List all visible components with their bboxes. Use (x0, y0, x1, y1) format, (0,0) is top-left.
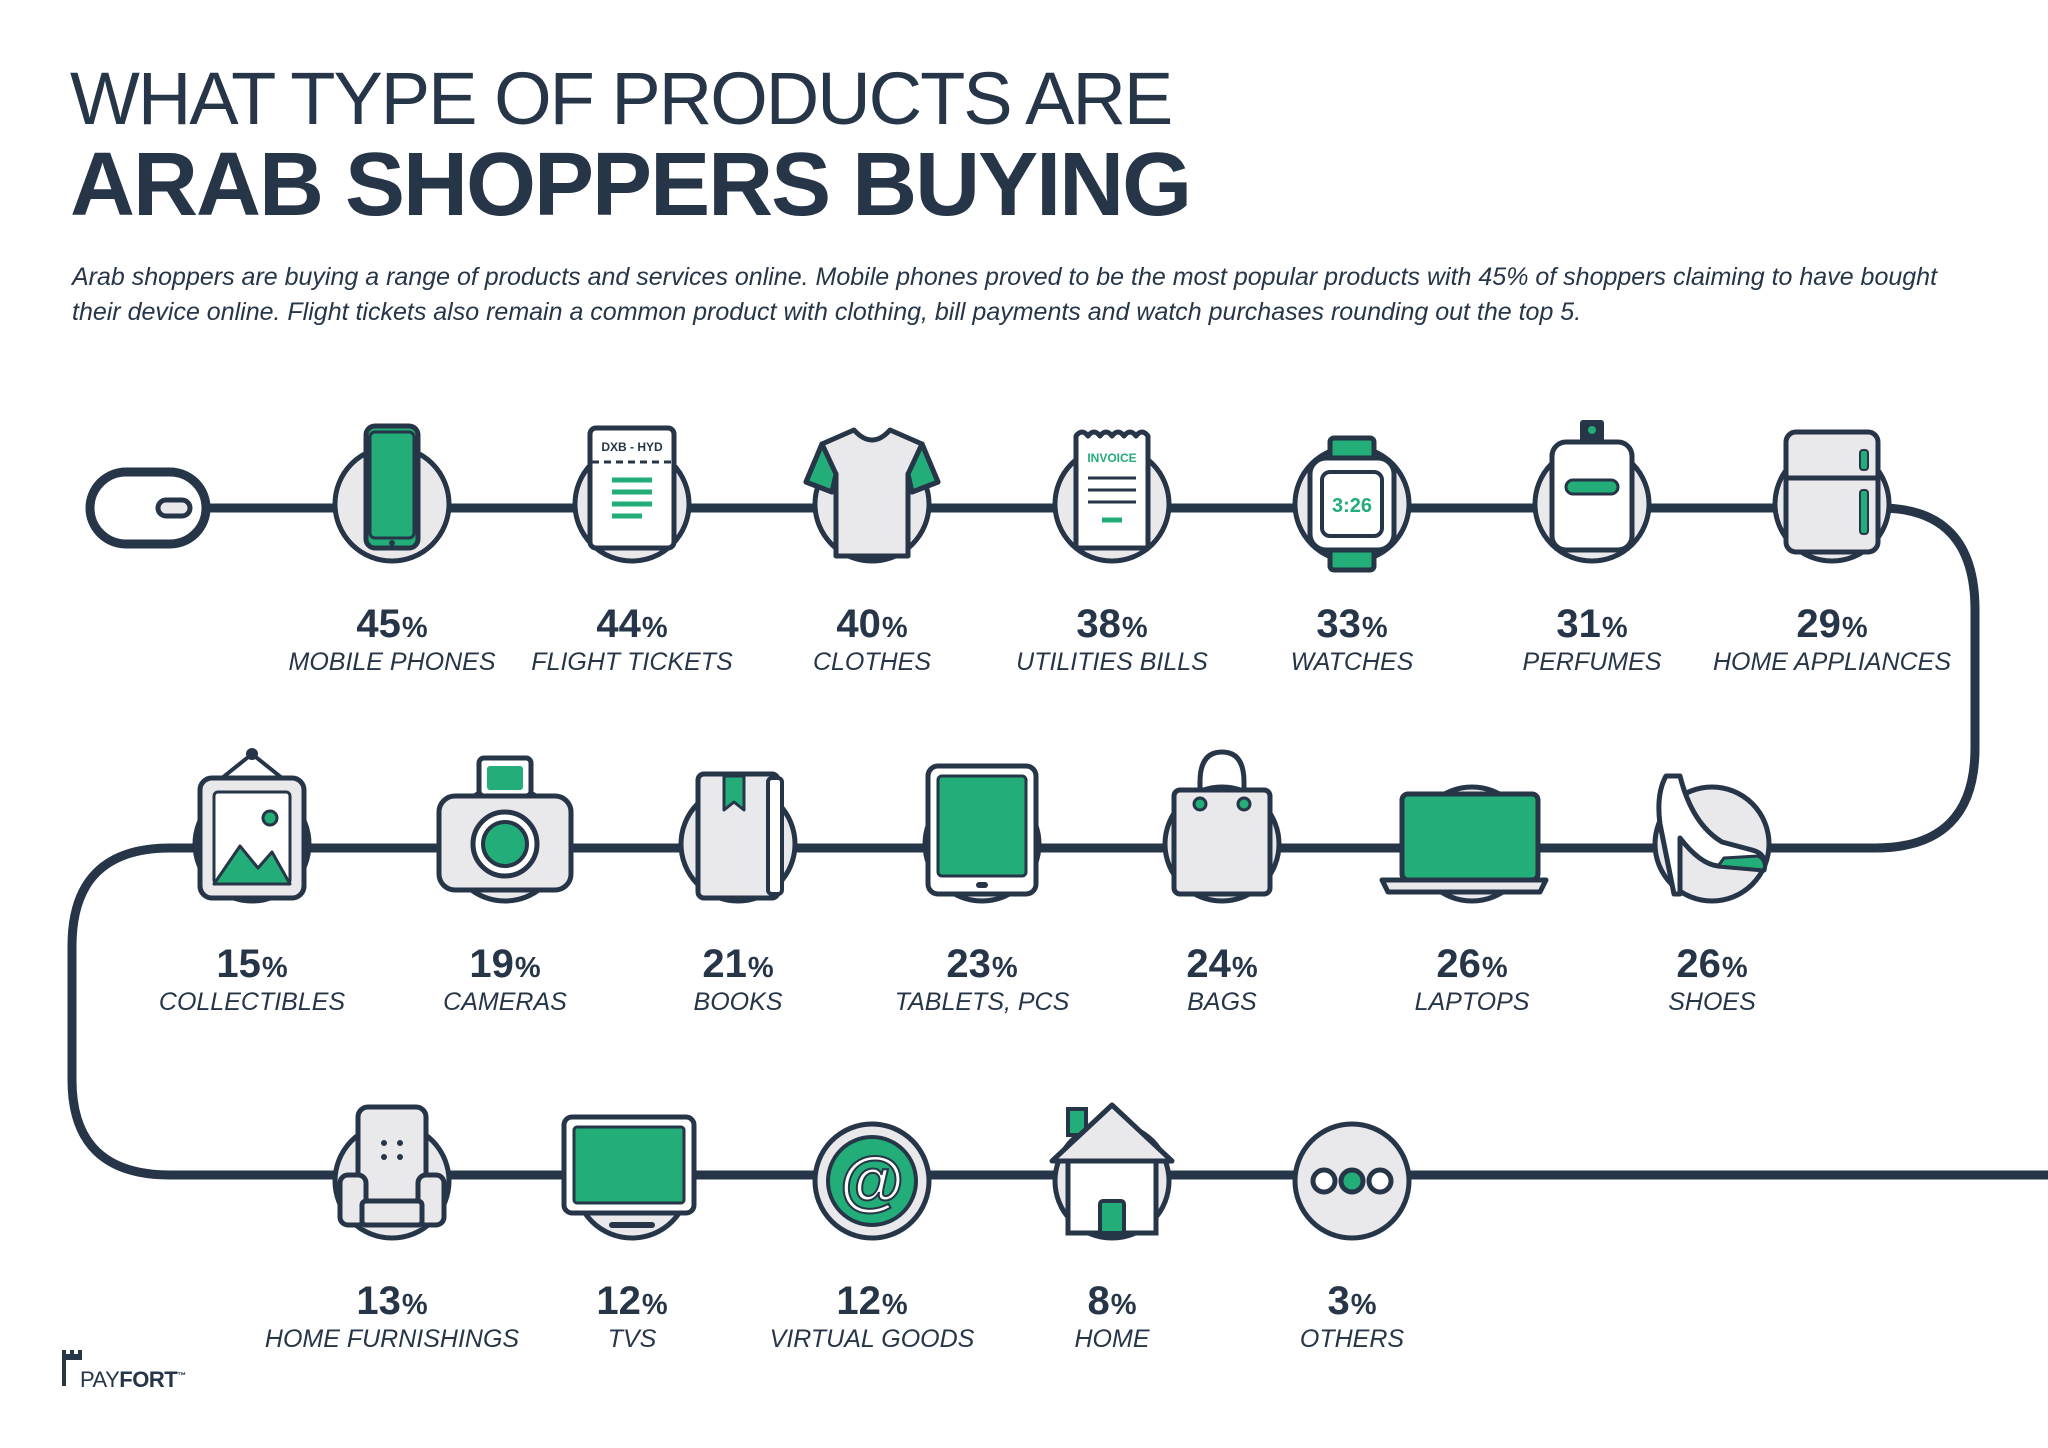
laptop-icon (1379, 784, 1549, 904)
category-label: WATCHES (1290, 648, 1414, 676)
category-label: FLIGHT TICKETS (531, 648, 733, 676)
category-label: OTHERS (1299, 1325, 1405, 1353)
category-watches: 3:26 33% WATCHES (1222, 435, 1482, 704)
category-bags: 24% BAGS (1092, 749, 1352, 1044)
category-label: CLOTHES (812, 648, 932, 676)
category-label: VIRTUAL GOODS (769, 1325, 975, 1353)
category-label: HOME APPLIANCES (1712, 648, 1952, 676)
category-perfumes: 31% PERFUMES (1462, 420, 1722, 704)
category-label: BAGS (1187, 988, 1257, 1016)
category-label: BOOKS (693, 988, 783, 1016)
invoice-icon: INVOICE (1052, 429, 1172, 564)
house-icon (1049, 1102, 1175, 1241)
category-home-furnishings: 13% HOME FURNISHINGS (262, 1104, 522, 1381)
payfort-logo-icon (62, 1350, 82, 1386)
percentage: 12% (836, 1279, 908, 1323)
category-label: CAMERAS (443, 988, 567, 1016)
book-icon (678, 771, 798, 904)
percentage: 12% (596, 1279, 668, 1323)
category-flight-tickets: DXB - HYD 44% FLIGHT TICKETS (502, 425, 762, 704)
shopping-bag-icon (1162, 749, 1282, 904)
percentage: 24% (1186, 942, 1258, 986)
percentage: 38% (1076, 602, 1148, 646)
percentage: 26% (1676, 942, 1748, 986)
category-utilities-bills: INVOICE 38% UTILITIES BILLS (982, 429, 1242, 704)
category-label: LAPTOPS (1414, 988, 1530, 1016)
category-tvs: 12% TVS (502, 1114, 762, 1381)
at-sign-icon: @ (812, 1121, 932, 1241)
percentage: 26% (1436, 942, 1508, 986)
category-books: 21% BOOKS (608, 771, 868, 1044)
svg-text:DXB - HYD: DXB - HYD (601, 440, 663, 454)
category-label: HOME (1074, 1325, 1150, 1353)
percentage: 13% (356, 1279, 428, 1323)
percentage: 33% (1316, 602, 1388, 646)
high-heel-shoe-icon (1652, 773, 1772, 904)
category-clothes: 40% CLOTHES (742, 427, 1002, 704)
watch-icon: 3:26 (1292, 435, 1412, 573)
category-mobile-phones: 45% MOBILE PHONES (262, 423, 522, 704)
category-home-appliances: 29% HOME APPLIANCES (1702, 429, 1962, 704)
category-label: UTILITIES BILLS (1016, 648, 1208, 676)
payfort-logo: PAYFORT™ (80, 1367, 186, 1392)
flight-ticket-icon: DXB - HYD (572, 425, 692, 564)
title-line-1: WHAT TYPE OF PRODUCTS ARE (70, 57, 1173, 140)
percentage: 40% (836, 602, 908, 646)
percentage: 21% (702, 942, 774, 986)
category-tablets-pcs: 23% TABLETS, PCS (852, 763, 1112, 1044)
category-label: SHOES (1668, 988, 1756, 1016)
ellipsis-dots-icon (1292, 1121, 1412, 1241)
percentage: 8% (1087, 1279, 1137, 1323)
tablet-icon (922, 763, 1042, 904)
percentage: 15% (216, 942, 288, 986)
category-label: PERFUMES (1522, 648, 1662, 676)
picture-frame-icon (192, 748, 312, 904)
svg-text:3:26: 3:26 (1332, 495, 1372, 517)
percentage: 31% (1556, 602, 1628, 646)
category-label: TABLETS, PCS (894, 988, 1070, 1016)
category-laptops: 26% LAPTOPS (1342, 784, 1602, 1044)
category-collectibles: 15% COLLECTIBLES (122, 748, 382, 1044)
category-home: 8% HOME (982, 1102, 1242, 1381)
svg-text:@: @ (840, 1143, 904, 1217)
tv-icon (561, 1114, 697, 1241)
camera-icon (436, 755, 574, 904)
mobile-phone-icon (332, 423, 452, 564)
category-virtual-goods: @ 12% VIRTUAL GOODS (742, 1121, 1002, 1381)
percentage: 3% (1327, 1279, 1377, 1323)
armchair-icon (332, 1104, 452, 1241)
title-line-2: ARAB SHOPPERS BUYING (70, 135, 1192, 235)
percentage: 19% (469, 942, 541, 986)
category-cameras: 19% CAMERAS (375, 755, 635, 1044)
category-shoes: 26% SHOES (1582, 773, 1842, 1044)
percentage: 29% (1796, 602, 1868, 646)
fridge-icon (1772, 429, 1892, 564)
percentage: 45% (356, 602, 428, 646)
category-label: COLLECTIBLES (158, 988, 346, 1016)
intro-paragraph: Arab shoppers are buying a range of prod… (72, 263, 1938, 326)
category-label: MOBILE PHONES (288, 648, 496, 676)
category-label: TVS (607, 1325, 657, 1353)
percentage: 23% (946, 942, 1018, 986)
t-shirt-icon (803, 427, 941, 564)
perfume-icon (1532, 420, 1652, 564)
category-label: HOME FURNISHINGS (264, 1325, 520, 1353)
mouse-icon (85, 467, 211, 549)
svg-text:INVOICE: INVOICE (1087, 451, 1136, 465)
percentage: 44% (596, 602, 668, 646)
category-others: 3% OTHERS (1222, 1121, 1482, 1381)
